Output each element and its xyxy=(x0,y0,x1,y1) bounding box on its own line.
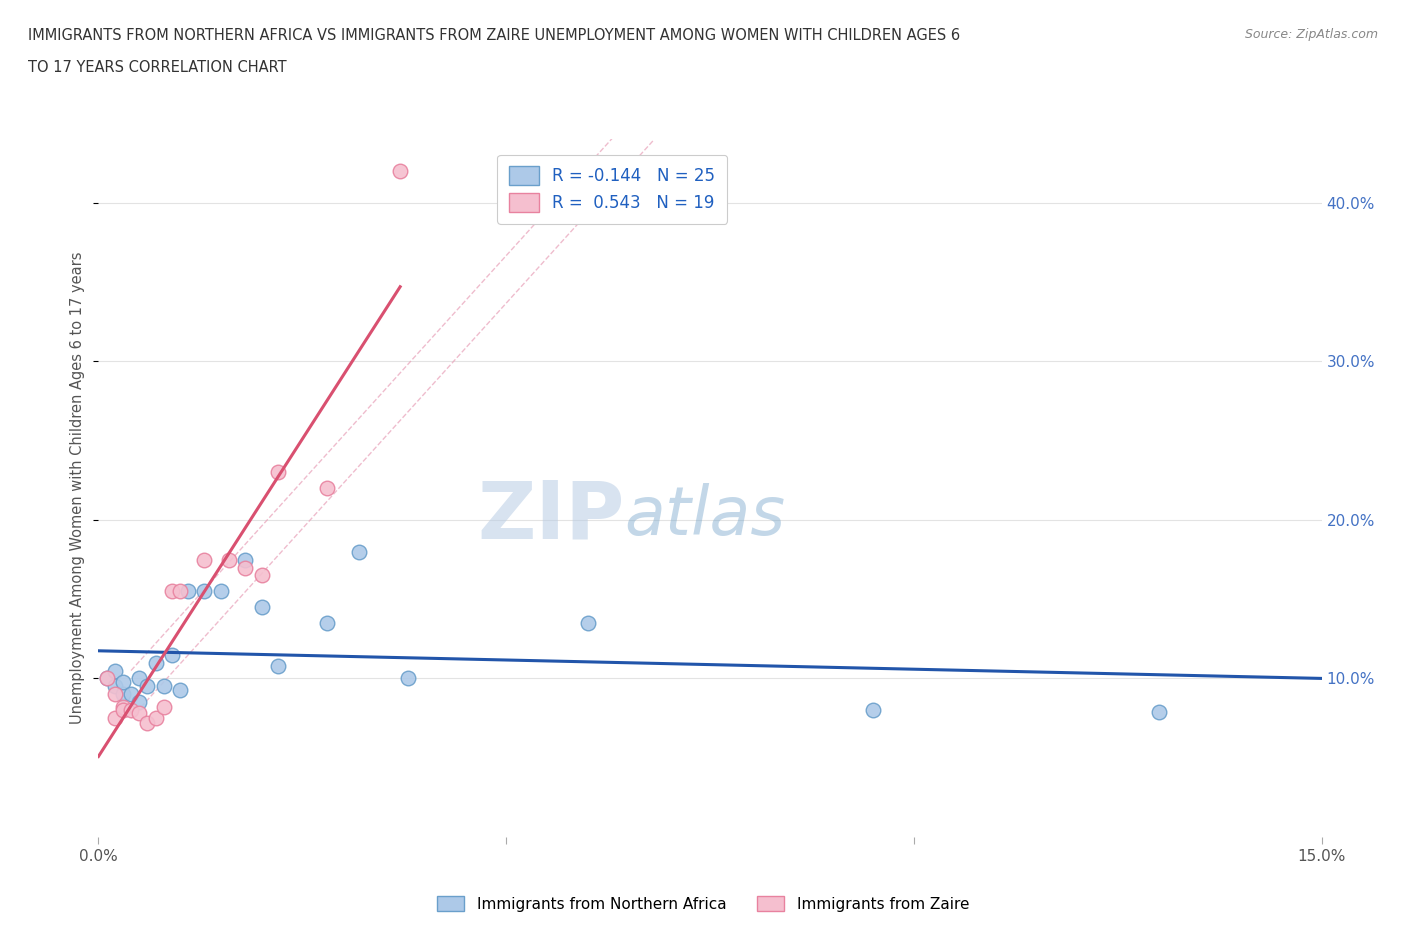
Point xyxy=(145,711,167,725)
Legend: Immigrants from Northern Africa, Immigrants from Zaire: Immigrants from Northern Africa, Immigra… xyxy=(430,890,976,918)
Point xyxy=(136,679,159,694)
Point xyxy=(160,647,183,662)
Point xyxy=(152,699,174,714)
Point xyxy=(349,544,371,559)
Point xyxy=(111,687,134,702)
Point xyxy=(267,658,290,673)
Point xyxy=(128,706,150,721)
Point xyxy=(389,164,412,179)
Point xyxy=(104,679,127,694)
Point xyxy=(576,616,599,631)
Y-axis label: Unemployment Among Women with Children Ages 6 to 17 years: Unemployment Among Women with Children A… xyxy=(70,252,86,724)
Point xyxy=(128,671,150,686)
Point xyxy=(218,552,240,567)
Point xyxy=(267,465,290,480)
Point xyxy=(233,552,256,567)
Point xyxy=(193,552,215,567)
Point xyxy=(120,687,142,702)
Point xyxy=(177,584,200,599)
Text: TO 17 YEARS CORRELATION CHART: TO 17 YEARS CORRELATION CHART xyxy=(28,60,287,75)
Legend: R = -0.144   N = 25, R =  0.543   N = 19: R = -0.144 N = 25, R = 0.543 N = 19 xyxy=(498,154,727,224)
Point xyxy=(315,481,337,496)
Point xyxy=(160,584,183,599)
Point xyxy=(111,703,134,718)
Point xyxy=(250,568,273,583)
Point xyxy=(315,616,337,631)
Point xyxy=(104,687,127,702)
Point xyxy=(111,699,134,714)
Text: Source: ZipAtlas.com: Source: ZipAtlas.com xyxy=(1244,28,1378,41)
Point xyxy=(233,560,256,575)
Point xyxy=(120,703,142,718)
Point xyxy=(96,671,118,686)
Point xyxy=(152,679,174,694)
Point xyxy=(128,695,150,710)
Point xyxy=(396,671,419,686)
Text: IMMIGRANTS FROM NORTHERN AFRICA VS IMMIGRANTS FROM ZAIRE UNEMPLOYMENT AMONG WOME: IMMIGRANTS FROM NORTHERN AFRICA VS IMMIG… xyxy=(28,28,960,43)
Text: ZIP: ZIP xyxy=(477,477,624,555)
Point xyxy=(193,584,215,599)
Point xyxy=(169,584,191,599)
Point xyxy=(111,674,134,689)
Point xyxy=(96,671,118,686)
Point xyxy=(104,663,127,678)
Point xyxy=(862,703,884,718)
Point xyxy=(250,600,273,615)
Point xyxy=(104,711,127,725)
Text: atlas: atlas xyxy=(624,484,786,549)
Point xyxy=(169,682,191,697)
Point xyxy=(136,715,159,730)
Point xyxy=(209,584,232,599)
Point xyxy=(145,655,167,670)
Point xyxy=(1147,704,1170,719)
